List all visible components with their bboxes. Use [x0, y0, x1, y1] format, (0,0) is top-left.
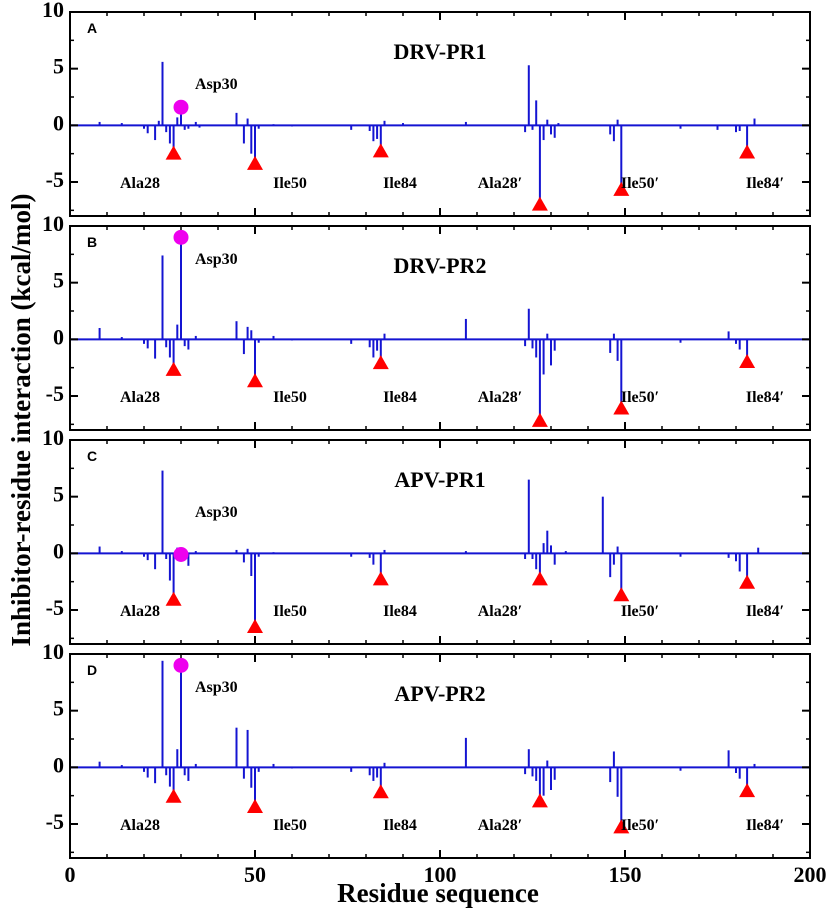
residue-label: Ala28′ — [478, 175, 523, 192]
panel-c: 10 5 0 -5 C APV-PR1 Ala28 Asp30 Ile50 Ile84 Ala28′… — [42, 425, 811, 645]
y-tick-label: -5 — [46, 809, 64, 834]
residue-label: Ile50′ — [621, 603, 659, 620]
residue-label: Asp30 — [195, 679, 238, 696]
triangle-marker-res-149 — [613, 587, 630, 602]
triangle-marker-res-127 — [531, 571, 548, 586]
panel-b: 10 5 0 -5 B DRV-PR2 Ala28 Asp30 Ile50 Ile84 Ala28′… — [42, 211, 811, 431]
residue-label: Ile84′ — [746, 175, 784, 192]
residue-label: Asp30 — [195, 251, 238, 268]
x-axis-title: Residue sequence — [337, 878, 539, 908]
y-tick-label: -5 — [46, 167, 64, 192]
panel-title: APV-PR2 — [394, 681, 485, 706]
panel-title: DRV-PR1 — [394, 39, 487, 64]
y-tick-label: -5 — [46, 381, 64, 406]
x-tick-label: 0 — [65, 862, 76, 887]
triangle-marker-res-28 — [165, 361, 182, 376]
residue-label: Ala28′ — [478, 817, 523, 834]
triangle-marker-res-28 — [165, 145, 182, 160]
residue-label: Ile84 — [383, 603, 417, 620]
asp30-circle-marker — [173, 657, 189, 673]
residue-label: Ile84′ — [746, 603, 784, 620]
triangle-marker-res-28 — [165, 788, 182, 803]
residue-label: Ile84′ — [746, 817, 784, 834]
triangle-marker-res-183 — [739, 783, 756, 798]
triangle-marker-res-84 — [372, 784, 389, 799]
x-tick-label: 200 — [794, 862, 827, 887]
panel-letter: A — [87, 20, 97, 36]
y-tick-label: 0 — [53, 538, 64, 563]
y-tick-label: 10 — [42, 425, 64, 450]
y-tick-label: 10 — [42, 0, 64, 22]
residue-label: Ala28 — [120, 175, 160, 192]
residue-label: Ile50 — [273, 389, 307, 406]
triangle-marker-res-183 — [739, 354, 756, 368]
residue-label: Ile50′ — [621, 175, 659, 192]
triangle-marker-res-149 — [613, 819, 630, 834]
triangle-marker-res-84 — [372, 571, 389, 586]
asp30-circle-marker — [173, 99, 189, 115]
residue-label: Asp30 — [195, 504, 238, 521]
panel-letter: B — [87, 234, 97, 250]
residue-label: Ile50 — [273, 603, 307, 620]
y-tick-label: 0 — [53, 110, 64, 135]
x-tick-label: 150 — [609, 862, 642, 887]
y-tick-label: 0 — [53, 324, 64, 349]
residue-label: Ile84′ — [746, 389, 784, 406]
residue-label: Ile50 — [273, 175, 307, 192]
residue-label: Ala28 — [120, 603, 160, 620]
panel-title: DRV-PR2 — [394, 253, 487, 278]
triangle-marker-res-183 — [739, 574, 756, 589]
triangle-marker-res-127 — [531, 196, 548, 211]
x-tick-label: 100 — [424, 862, 457, 887]
triangle-marker-res-50 — [247, 799, 263, 813]
y-tick-label: 5 — [53, 482, 64, 507]
y-axis-title: Inhibitor-residue interaction (kcal/mol) — [6, 194, 36, 647]
triangle-marker-res-50 — [247, 619, 263, 633]
triangle-marker-res-50 — [247, 155, 263, 170]
triangle-marker-res-127 — [531, 793, 548, 808]
panel-a: 10 5 0 -5 A DRV-PR1 Ala28 Asp30 Ile50 Ile84 Ala28′… — [42, 0, 811, 217]
triangle-marker-res-183 — [739, 144, 756, 159]
panel-letter: C — [87, 448, 97, 464]
triangle-marker-res-50 — [247, 373, 263, 388]
triangle-marker-res-28 — [165, 591, 182, 606]
residue-label: Ile50′ — [621, 389, 659, 406]
y-tick-label: 5 — [53, 268, 64, 293]
y-tick-label: 10 — [42, 639, 64, 664]
residue-label: Ala28′ — [478, 389, 523, 406]
asp30-circle-marker — [173, 546, 189, 562]
triangle-marker-res-149 — [613, 400, 630, 415]
triangle-marker-res-149 — [613, 181, 630, 196]
triangle-marker-res-84 — [372, 355, 389, 370]
residue-label: Ile84 — [383, 389, 417, 406]
y-tick-label: 10 — [42, 211, 64, 236]
residue-label: Ala28 — [120, 389, 160, 406]
residue-label: Ile84 — [383, 817, 417, 834]
residue-label: Ile50′ — [621, 817, 659, 834]
y-tick-label: 5 — [53, 696, 64, 721]
residue-label: Asp30 — [195, 76, 238, 93]
triangle-marker-res-127 — [531, 412, 548, 427]
residue-label: Ala28 — [120, 817, 160, 834]
residue-label: Ala28′ — [478, 603, 523, 620]
residue-label: Ile84 — [383, 175, 417, 192]
triangle-marker-res-84 — [372, 143, 389, 158]
residue-label: Ile50 — [273, 817, 307, 834]
y-tick-label: 5 — [53, 54, 64, 79]
y-tick-label: 0 — [53, 752, 64, 777]
asp30-circle-marker — [173, 229, 189, 245]
panel-title: APV-PR1 — [394, 467, 485, 492]
y-tick-label: -5 — [46, 595, 64, 620]
x-tick-label: 50 — [244, 862, 266, 887]
panel-letter: D — [87, 662, 97, 678]
